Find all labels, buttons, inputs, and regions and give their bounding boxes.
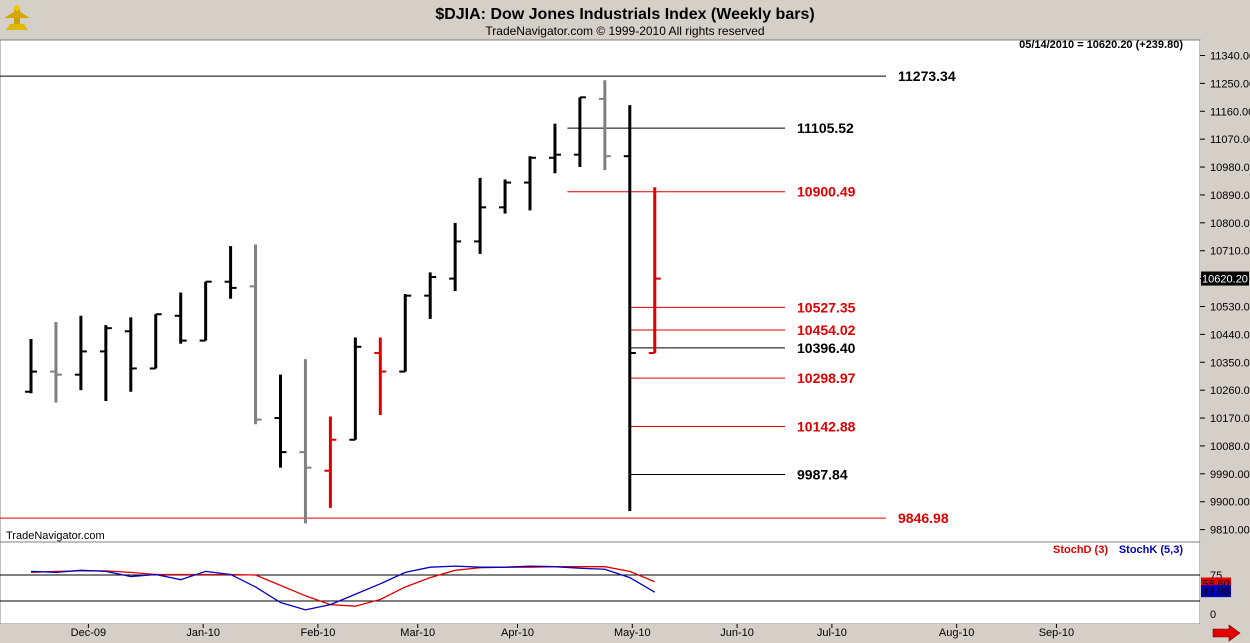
- stochastic-series-line: [30, 565, 656, 611]
- ohlc-bar: [424, 272, 437, 319]
- ohlc-bar: [449, 222, 462, 291]
- stochastic-last-label: 43.98: [1202, 586, 1230, 598]
- time-tick-label: Jun-10: [720, 627, 754, 639]
- ohlc-bar: [623, 105, 636, 512]
- time-tick-label: Jan-10: [186, 627, 220, 639]
- ohlc-bar: [573, 96, 586, 168]
- price-tick-label: 10440.00: [1210, 329, 1250, 341]
- price-tick-label: 10080.00: [1210, 441, 1250, 453]
- level-label: 10527.35: [797, 299, 856, 315]
- ohlc-bar: [49, 321, 62, 403]
- time-tick-label: Sep-10: [1039, 627, 1074, 639]
- price-tick-label: 10980.00: [1210, 162, 1250, 174]
- time-axis-ticks: Dec-09 Jan-10 Feb-10 Mar-10 Apr-10 May-10 Jun-…: [71, 624, 1074, 639]
- stochastic-lines: [0, 565, 1200, 611]
- price-tick-label: 10800.00: [1210, 218, 1250, 230]
- last-price-marker: 10620.20: [1201, 271, 1249, 286]
- ohlc-bar: [299, 359, 312, 524]
- level-label: 10142.88: [797, 418, 856, 434]
- price-axis: [1200, 40, 1250, 542]
- ohlc-bar: [399, 294, 412, 373]
- level-label: 9846.98: [898, 510, 949, 526]
- price-pane: [0, 39, 1201, 543]
- ohlc-bar: [598, 80, 611, 171]
- stochastic-last-box: [1201, 585, 1231, 598]
- ohlc-bar: [474, 177, 487, 254]
- time-tick-label: Jul-10: [817, 627, 847, 639]
- ohlc-bar: [548, 123, 561, 174]
- price-tick-label: 10710.00: [1210, 246, 1250, 258]
- price-tick-label: 11340.00: [1210, 50, 1250, 62]
- time-tick-label: Dec-09: [71, 627, 106, 639]
- level-label: 11273.34: [898, 68, 956, 84]
- status-readout: 05/14/2010 = 10620.20 (+239.80): [1019, 39, 1183, 51]
- level-label: 9987.84: [797, 466, 848, 482]
- price-tick-label: 10890.00: [1210, 190, 1250, 202]
- price-tick-label: 11250.00: [1210, 78, 1250, 90]
- ohlc-bar: [249, 244, 262, 425]
- ohlc-bar: [274, 374, 287, 468]
- header-bar: [0, 0, 1250, 40]
- chart-subtitle: TradeNavigator.com © 1999-2010 All right…: [485, 24, 764, 38]
- ohlc-bar: [224, 246, 237, 299]
- price-tick-label: 11070.00: [1210, 134, 1250, 146]
- time-tick-label: Aug-10: [939, 627, 974, 639]
- price-tick-label: 11160.00: [1210, 106, 1250, 118]
- ohlc-bar: [124, 317, 137, 392]
- legend-stochd: StochD (3): [1053, 544, 1108, 556]
- stochastic-pane: [0, 541, 1201, 625]
- ohlc-bar: [149, 313, 162, 370]
- level-label: 10396.40: [797, 340, 856, 356]
- price-tick-label: 9810.00: [1210, 525, 1250, 537]
- watermark: TradeNavigator.com: [6, 530, 105, 542]
- time-tick-label: Feb-10: [300, 627, 335, 639]
- price-tick-label: 9990.00: [1210, 469, 1250, 481]
- ohlc-bar: [648, 187, 661, 354]
- ohlc-bar: [499, 179, 512, 214]
- chart-title: $DJIA: Dow Jones Industrials Index (Week…: [435, 6, 814, 23]
- time-tick-label: Mar-10: [400, 627, 435, 639]
- level-label: 11105.52: [797, 120, 854, 136]
- price-tick-label: 10260.00: [1210, 385, 1250, 397]
- ohlc-bar: [524, 156, 536, 211]
- ohlc-bars: [25, 80, 661, 524]
- ohlc-bar: [174, 292, 187, 344]
- app-logo-icon: [4, 5, 30, 30]
- ohlc-bar: [349, 337, 362, 441]
- ohlc-bar: [374, 337, 387, 415]
- level-label: 10454.02: [797, 322, 856, 338]
- level-label: 10900.49: [797, 184, 856, 200]
- stochastic-tick-label: 0: [1210, 609, 1216, 621]
- price-tick-label: 10530.00: [1210, 301, 1250, 313]
- price-tick-label: 9900.00: [1210, 497, 1250, 509]
- legend-stochk: StochK (5,3): [1119, 544, 1184, 556]
- time-tick-label: May-10: [614, 627, 651, 639]
- time-tick-label: Apr-10: [501, 627, 534, 639]
- last-price-label: 10620.20: [1202, 274, 1248, 286]
- level-label: 10298.97: [797, 370, 856, 386]
- ohlc-bar: [99, 325, 112, 402]
- ohlc-bar: [25, 339, 37, 394]
- scroll-right-arrow-icon[interactable]: [1212, 624, 1241, 642]
- ohlc-bar: [324, 416, 337, 508]
- ohlc-bar: [199, 280, 212, 342]
- time-axis: [0, 624, 1250, 643]
- price-tick-label: 10170.00: [1210, 413, 1250, 425]
- price-tick-label: 10350.00: [1210, 357, 1250, 369]
- ohlc-bar: [74, 315, 87, 391]
- support-resistance-levels: 11273.34 11105.52 10900.49 10527.35 10454.02…: [0, 68, 956, 526]
